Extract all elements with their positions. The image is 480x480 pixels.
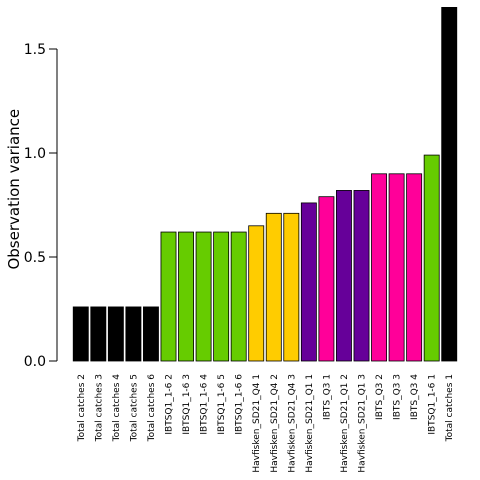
x-tick-label: Havfisken_SD21_Q1 2 [340,374,350,473]
bar-15 [318,196,335,362]
x-tick-label: Total catches 4 [112,374,122,443]
x-tick-label: Havfisken_SD21_Q1 1 [305,374,315,473]
x-tick-label: Havfisken_SD21_Q4 2 [270,374,280,473]
x-tick-label: Total catches 3 [94,374,104,442]
x-tick-label: Total catches 6 [147,374,157,443]
x-tick-label: Havfisken_SD21_Q4 3 [287,374,297,473]
y-tick-label: 0.5 [24,250,46,266]
x-tick-label: Havfisken_SD21_Q1 3 [358,374,368,473]
bar-8 [195,231,212,362]
x-tick-label: IBTS_Q3 3 [393,374,403,420]
bar-16 [336,190,352,362]
x-tick-label: IBTSQ1_1-6 4 [200,374,210,435]
bar-4 [125,306,142,362]
x-tick-label: IBTS_Q3 2 [375,374,385,420]
bar-10 [230,231,247,362]
bar-6 [160,231,177,362]
y-tick-label: 1.5 [24,42,46,58]
x-tick-label: IBTSQ1_1-6 3 [182,374,192,435]
x-tick-label: IBTSQ1_1-6 2 [165,374,175,435]
x-tick-label: Havfisken_SD21_Q4 1 [252,374,262,473]
x-tick-label: Total catches 1 [445,374,455,442]
x-tick-label: IBTSQ1_1-6 1 [428,374,438,435]
y-tick-label: 1.0 [24,146,46,162]
x-tick-label: Total catches 2 [77,374,87,442]
bar-14 [300,202,317,362]
bar-12 [265,212,282,362]
bar-20 [406,173,423,362]
y-tick-label: 0.0 [24,354,46,370]
bar-9 [213,231,230,362]
x-tick-label: IBTSQ1_1-6 6 [235,374,245,435]
x-tick-label: IBTS_Q3 4 [410,374,420,420]
bar-3 [107,306,124,362]
bar-22 [441,7,458,362]
bar-19 [388,173,405,362]
bar-18 [371,173,387,362]
x-tick-label: IBTSQ1_1-6 5 [217,374,227,435]
x-tick-label: Total catches 5 [129,374,139,442]
bar-7 [178,231,194,362]
bar-5 [143,306,159,362]
bar-1 [72,306,89,362]
bar-21 [423,154,440,362]
bar-17 [353,190,370,362]
bars-group [72,7,458,362]
bar-2 [90,306,107,362]
x-axis-tick-labels: Total catches 2 Total catches 3 Total catc… [77,374,455,473]
bar-13 [283,212,300,362]
bar-11 [248,225,265,362]
y-axis: 0.0 0.5 1.0 1.5 [24,42,58,370]
y-axis-label: Observation variance [5,109,23,270]
x-tick-label: IBTS_Q3 1 [322,374,332,420]
